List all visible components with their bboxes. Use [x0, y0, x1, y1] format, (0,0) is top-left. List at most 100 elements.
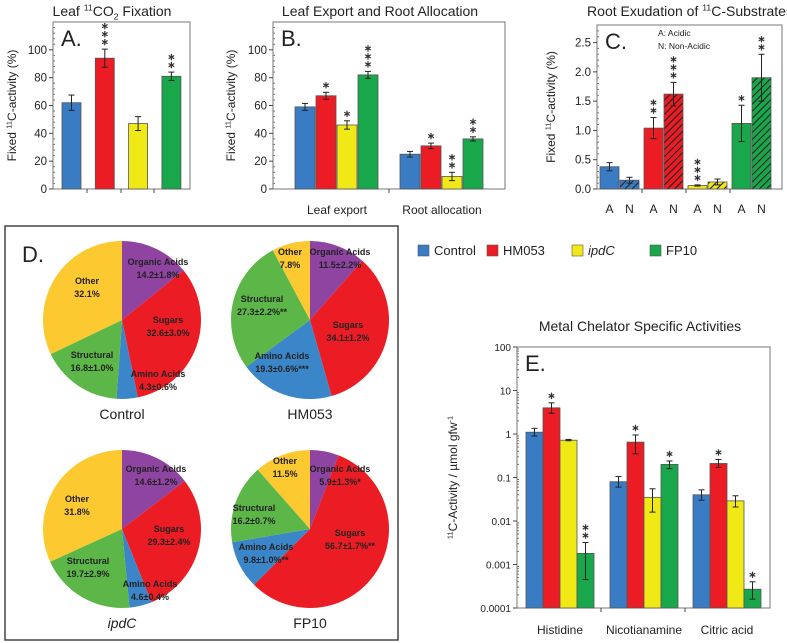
pie-slice-structural [50, 320, 123, 399]
pie-slice-amino-acids [246, 320, 332, 399]
pie-slice-value: 4.3±0.6% [139, 382, 177, 392]
bar-FP10 [357, 74, 379, 190]
significance-star [666, 450, 673, 458]
y-axis-label: Fixed 11C-activity (%) [223, 50, 238, 162]
pie-slice-value: 27.3±2.2%** [237, 307, 287, 317]
pie-title: Control [99, 406, 144, 422]
y-tick-label: 40 [34, 128, 47, 140]
star-stroke [670, 65, 677, 70]
star-stroke [666, 451, 673, 457]
pie-slice-value: 9.8±1.0%** [244, 555, 289, 565]
significance-star [694, 174, 701, 182]
legend-swatch [417, 244, 430, 257]
star-stroke [548, 393, 555, 398]
y-tick-label: 20 [34, 156, 47, 168]
x-tick-label: A [605, 202, 613, 216]
y-tick-label: 60 [34, 101, 47, 113]
pie-slice-label: Amino Acids [123, 579, 178, 589]
star-stroke [448, 163, 456, 168]
pie-slice-organic-acids [122, 241, 184, 320]
y-tick-label: 0.0 [575, 184, 591, 196]
y-axis-label-part: 11 [543, 122, 552, 130]
star-stroke [101, 40, 108, 45]
star-stroke [715, 450, 722, 455]
y-tick-label: 0.001 [486, 561, 511, 572]
legend-note: A: Acidic [658, 28, 691, 38]
significance-star [448, 162, 456, 169]
significance-star [632, 424, 639, 432]
pie-slice-label: Sugars [153, 315, 184, 325]
x-tick-label: A [693, 202, 701, 216]
chart-title-part: Leaf [53, 3, 84, 19]
significance-star [427, 132, 435, 140]
chart-title-part: Metal Chelator Specific Activities [539, 318, 741, 334]
pie-slice-value: 11.5% [272, 469, 297, 479]
pie-slice-value: 14.6±1.2% [135, 477, 178, 487]
y-tick-label: 100 [494, 343, 511, 354]
y-tick-label: 0.01 [492, 517, 512, 528]
star-stroke [758, 45, 765, 50]
x-tick-label: A [737, 202, 745, 216]
pie-slice-value: 16.2±0.7% [233, 516, 276, 526]
x-tick-label: N [669, 202, 678, 216]
legend-item-HM053: HM053 [486, 243, 545, 258]
pie-slice-other [43, 241, 123, 355]
y-tick-label: 100 [28, 45, 47, 57]
significance-star [322, 82, 330, 89]
y-tick-label: 100 [248, 45, 267, 57]
y-axis-label-part: C-activity (%) [544, 51, 558, 122]
bar-non-acidic-HM053 [663, 93, 684, 190]
y-axis-label-part: Fixed [224, 129, 238, 162]
pie-slice-label: Structural [233, 503, 276, 513]
pie-ipdC: Organic Acids 14.6±1.2% Sugars 29.3±2.4% Ami… [43, 450, 202, 609]
pie-slice-sugars [122, 480, 202, 603]
pie-slice-value: 11.5±2.2% [319, 260, 361, 270]
y-axis-label-part: C-activity (%) [224, 50, 238, 121]
pie-slice-label: Organic Acids [128, 257, 189, 267]
pie-slice-label: Amino Acids [255, 351, 310, 361]
bar-FP10 [161, 75, 182, 190]
bar-HM053 [626, 441, 645, 609]
significance-star [343, 110, 351, 118]
chart-title: Metal Chelator Specific Activities [539, 318, 741, 334]
chart-title-part: C-Substrates [711, 3, 787, 19]
y-tick-label: 20 [254, 156, 267, 168]
significance-star [715, 449, 722, 456]
star-stroke [343, 111, 351, 116]
bar-HM053 [420, 145, 442, 190]
pie-slice-label: Structural [241, 294, 284, 304]
chart-title-part: Leaf Export and Root Allocation [282, 3, 478, 19]
chart-title-part: CO [93, 3, 114, 19]
legend-label: Control [434, 243, 476, 258]
y-tick-label: 0 [41, 184, 47, 196]
chart-title-part: Fixation [119, 3, 172, 19]
star-stroke [749, 572, 756, 577]
y-axis-label-part: Fixed [544, 130, 558, 163]
pie-slice-organic-acids [310, 450, 339, 529]
legend-label: FP10 [666, 243, 697, 258]
y-tick-label: 2.5 [575, 38, 591, 50]
significance-star [650, 99, 657, 106]
significance-star [469, 126, 477, 134]
x-tick-label: N [757, 202, 766, 216]
significance-star [364, 53, 372, 60]
pie-slice-label: Other [278, 247, 303, 257]
star-stroke [364, 62, 372, 67]
star-stroke [632, 425, 639, 431]
y-axis-label: 11C-Activity / µmol gfw-1 [445, 416, 460, 539]
star-stroke [101, 32, 108, 37]
significance-star [101, 22, 108, 30]
x-category-label: Leaf export [307, 203, 368, 217]
star-stroke [168, 62, 175, 68]
panel-label: D. [22, 242, 44, 267]
star-stroke [364, 46, 372, 51]
panel-label: E. [525, 351, 546, 376]
y-tick-label: 0 [261, 184, 267, 196]
bar-Control [525, 431, 544, 609]
significance-star [548, 392, 555, 400]
pie-slice-amino-acids [122, 529, 152, 608]
significance-star [694, 158, 701, 166]
pie-slice-label: Sugars [154, 524, 185, 534]
chart-title-part: 11 [84, 3, 93, 13]
